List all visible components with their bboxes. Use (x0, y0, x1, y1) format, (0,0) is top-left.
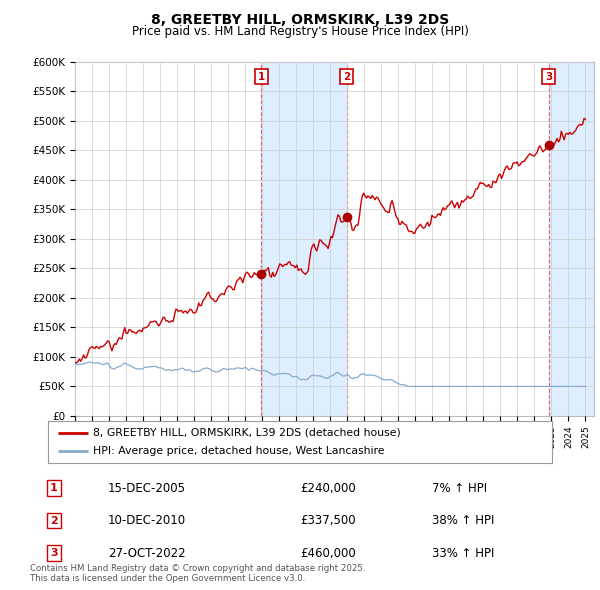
Bar (262, 62, 347, 416)
Text: Price paid vs. HM Land Registry's House Price Index (HPI): Price paid vs. HM Land Registry's House … (131, 25, 469, 38)
Text: £337,500: £337,500 (300, 514, 356, 527)
Text: 1: 1 (50, 483, 58, 493)
Text: 27-OCT-2022: 27-OCT-2022 (108, 546, 185, 560)
Text: 38% ↑ HPI: 38% ↑ HPI (432, 514, 494, 527)
Text: 3: 3 (545, 72, 552, 81)
Text: 3: 3 (50, 548, 58, 558)
Text: £460,000: £460,000 (300, 546, 356, 560)
Text: 8, GREETBY HILL, ORMSKIRK, L39 2DS: 8, GREETBY HILL, ORMSKIRK, L39 2DS (151, 13, 449, 27)
Text: HPI: Average price, detached house, West Lancashire: HPI: Average price, detached house, West… (94, 446, 385, 456)
Text: 15-DEC-2005: 15-DEC-2005 (108, 481, 186, 495)
Text: 2: 2 (343, 72, 350, 81)
Text: 8, GREETBY HILL, ORMSKIRK, L39 2DS (detached house): 8, GREETBY HILL, ORMSKIRK, L39 2DS (deta… (94, 428, 401, 438)
Text: 2: 2 (50, 516, 58, 526)
Text: £240,000: £240,000 (300, 481, 356, 495)
Text: 10-DEC-2010: 10-DEC-2010 (108, 514, 186, 527)
Bar (548, 62, 594, 416)
Text: 7% ↑ HPI: 7% ↑ HPI (432, 481, 487, 495)
Text: 1: 1 (258, 72, 265, 81)
Text: Contains HM Land Registry data © Crown copyright and database right 2025.
This d: Contains HM Land Registry data © Crown c… (30, 563, 365, 583)
Text: 33% ↑ HPI: 33% ↑ HPI (432, 546, 494, 560)
